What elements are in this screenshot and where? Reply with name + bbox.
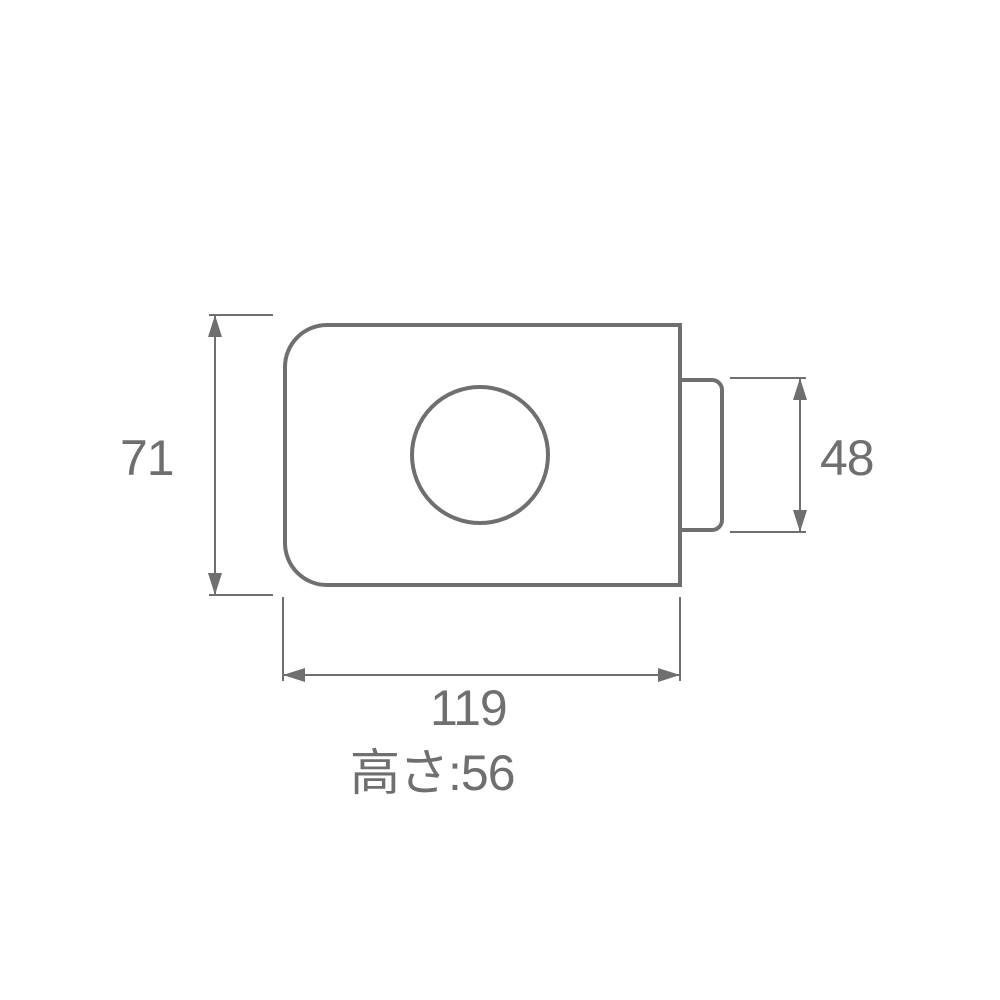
dimension-height-48-label: 48	[820, 430, 874, 486]
part-nozzle-outline	[680, 380, 722, 530]
dimension-height-48: 48	[730, 378, 874, 532]
part-body-outline	[285, 325, 680, 585]
dimension-drawing: 71 48 119 高さ:56	[0, 0, 1000, 1000]
dimension-height-71: 71	[120, 315, 273, 595]
dimension-height-71-label: 71	[120, 430, 174, 486]
dimension-width-119: 119	[283, 597, 680, 736]
dimension-width-119-label: 119	[430, 680, 507, 736]
height-note-label: 高さ:56	[350, 745, 515, 801]
part-hole	[412, 387, 548, 523]
